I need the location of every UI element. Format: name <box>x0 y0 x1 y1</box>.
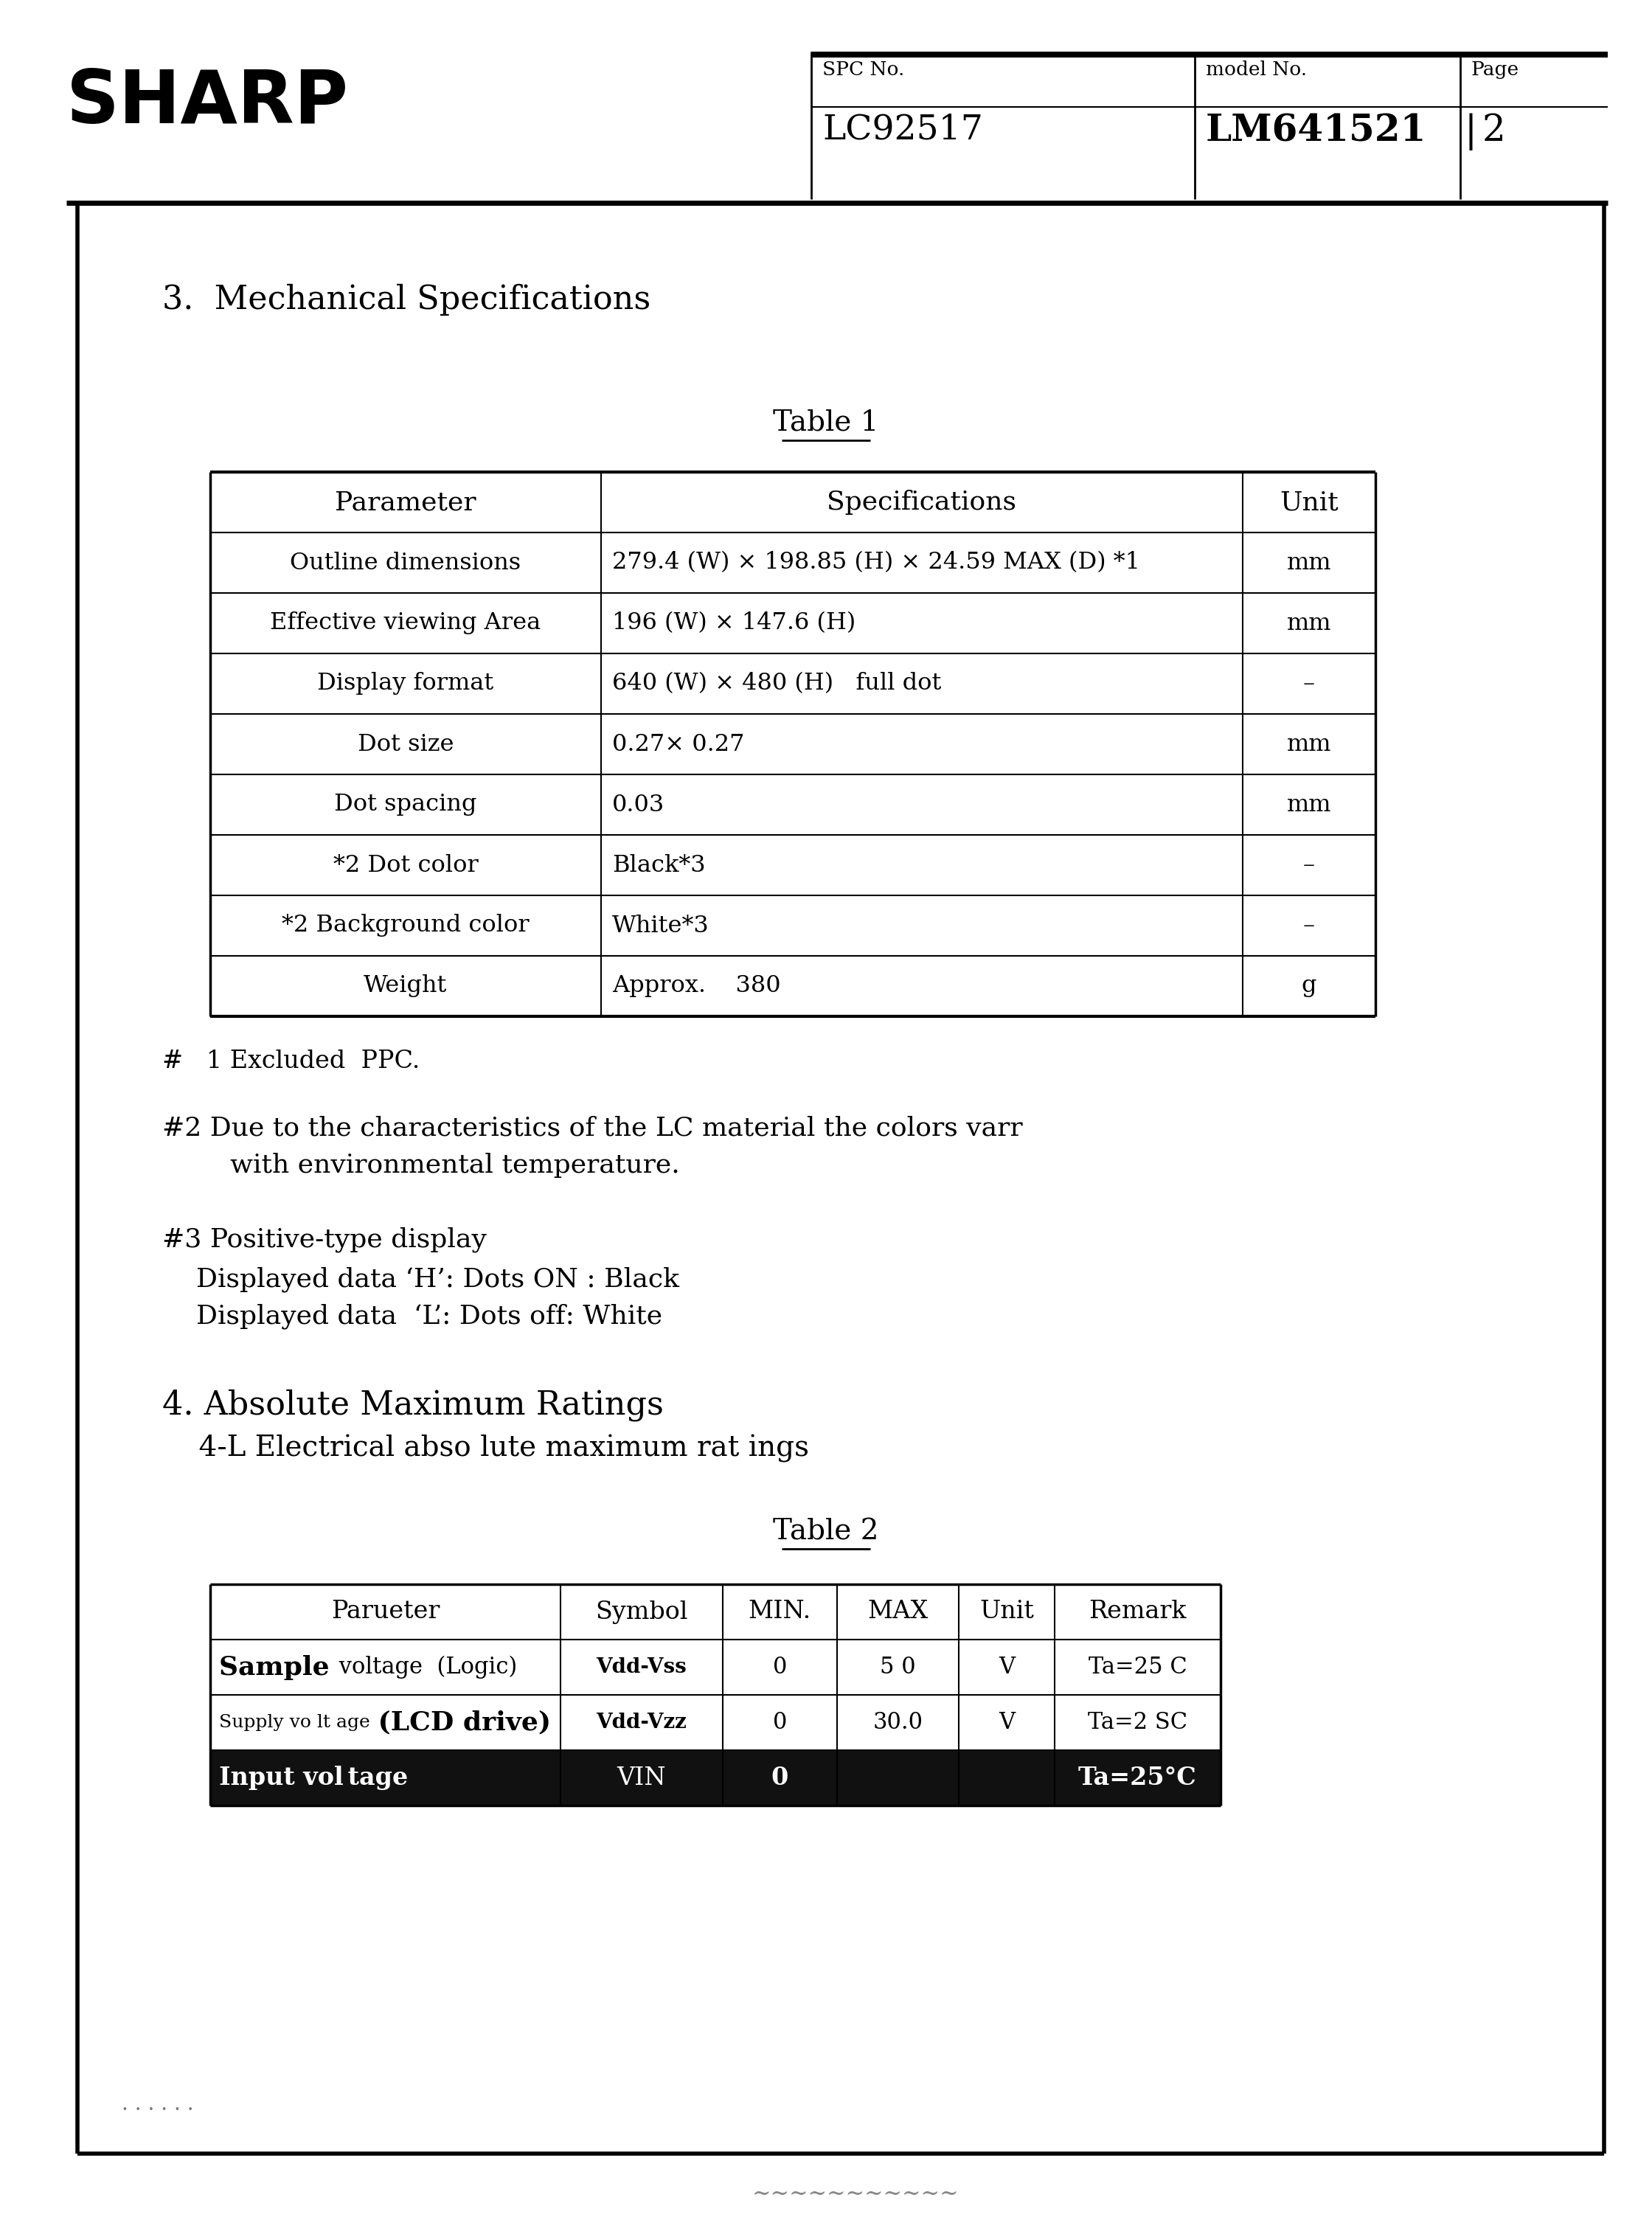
Text: V: V <box>998 1656 1014 1678</box>
Text: 2: 2 <box>1482 113 1505 149</box>
Text: #2 Due to the characteristics of the LC material the colors varr: #2 Due to the characteristics of the LC … <box>162 1117 1023 1141</box>
Text: tage: tage <box>339 1765 408 1789</box>
Text: *2 Dot color: *2 Dot color <box>334 855 477 877</box>
Text: 4-L Electrical abso lute maximum rat ings: 4-L Electrical abso lute maximum rat ing… <box>162 1434 809 1463</box>
Text: Unit: Unit <box>980 1601 1034 1623</box>
Text: Dot spacing: Dot spacing <box>334 793 477 817</box>
Text: Approx.    380: Approx. 380 <box>613 975 781 997</box>
Text: Vdd-Vzz: Vdd-Vzz <box>596 1712 687 1732</box>
Text: 0.03: 0.03 <box>613 793 664 817</box>
Text: Unit: Unit <box>1280 491 1338 515</box>
Text: voltage  (Logic): voltage (Logic) <box>332 1656 517 1678</box>
Text: Displayed data  ‘L’: Dots off: White: Displayed data ‘L’: Dots off: White <box>162 1303 662 1330</box>
Text: Vdd-Vss: Vdd-Vss <box>596 1658 687 1676</box>
Text: LC92517: LC92517 <box>823 113 983 147</box>
Text: ~~~~~~~~~~~: ~~~~~~~~~~~ <box>752 2182 960 2207</box>
Text: 196 (W) × 147.6 (H): 196 (W) × 147.6 (H) <box>613 613 856 635</box>
Text: #   1 Excluded  PPC.: # 1 Excluded PPC. <box>162 1050 420 1072</box>
Text: 5 0: 5 0 <box>881 1656 915 1678</box>
Text: Outline dimensions: Outline dimensions <box>291 551 520 575</box>
Text: . . . . . .: . . . . . . <box>122 2096 193 2113</box>
Text: 279.4 (W) × 198.85 (H) × 24.59 MAX (D) *1: 279.4 (W) × 198.85 (H) × 24.59 MAX (D) *… <box>613 551 1140 575</box>
Text: Page: Page <box>1472 60 1520 80</box>
Text: –: – <box>1303 673 1315 695</box>
Bar <box>211 1752 1219 1805</box>
Text: Parueter: Parueter <box>330 1601 439 1623</box>
Text: Dot size: Dot size <box>357 733 454 755</box>
Text: mm: mm <box>1287 733 1332 755</box>
Text: Display format: Display format <box>317 673 494 695</box>
Text: Specifications: Specifications <box>828 491 1016 515</box>
Text: mm: mm <box>1287 551 1332 575</box>
Text: *2 Background color: *2 Background color <box>282 915 529 937</box>
Text: MAX: MAX <box>867 1601 928 1623</box>
Text: #3 Positive-type display: #3 Positive-type display <box>162 1225 487 1252</box>
Text: V: V <box>998 1712 1014 1734</box>
Text: –: – <box>1303 855 1315 877</box>
Text: 4. Absolute Maximum Ratings: 4. Absolute Maximum Ratings <box>162 1390 664 1421</box>
Text: Effective viewing Area: Effective viewing Area <box>271 613 542 635</box>
Text: 0: 0 <box>773 1712 786 1734</box>
Text: 0: 0 <box>771 1765 788 1789</box>
Text: White*3: White*3 <box>613 915 709 937</box>
Text: mm: mm <box>1287 793 1332 817</box>
Text: Sample: Sample <box>220 1654 339 1681</box>
Text: Weight: Weight <box>363 975 448 997</box>
Text: Displayed data ‘H’: Dots ON : Black: Displayed data ‘H’: Dots ON : Black <box>162 1268 679 1292</box>
Text: 0.27× 0.27: 0.27× 0.27 <box>613 733 745 755</box>
Text: 640 (W) × 480 (H)   full dot: 640 (W) × 480 (H) full dot <box>613 673 942 695</box>
Text: LM641521: LM641521 <box>1206 113 1427 149</box>
Text: with environmental temperature.: with environmental temperature. <box>162 1152 679 1179</box>
Text: mm: mm <box>1287 613 1332 635</box>
Text: SHARP: SHARP <box>66 67 349 140</box>
Text: MIN.: MIN. <box>748 1601 811 1623</box>
Text: model No.: model No. <box>1206 60 1307 80</box>
Text: Supply vo lt age: Supply vo lt age <box>220 1714 370 1732</box>
Text: Symbol: Symbol <box>595 1601 687 1623</box>
Text: SPC No.: SPC No. <box>823 60 904 80</box>
Text: VIN: VIN <box>618 1767 666 1789</box>
Text: 0: 0 <box>773 1656 786 1678</box>
Text: |: | <box>1464 113 1477 151</box>
Text: (LCD drive): (LCD drive) <box>368 1709 552 1736</box>
Text: g: g <box>1302 975 1317 997</box>
Text: 30.0: 30.0 <box>872 1712 923 1734</box>
Text: Table 1: Table 1 <box>773 408 879 437</box>
Text: Black*3: Black*3 <box>613 855 705 877</box>
Text: Ta=25°C: Ta=25°C <box>1079 1765 1196 1789</box>
Text: Ta=2 SC: Ta=2 SC <box>1087 1712 1188 1734</box>
Text: –: – <box>1303 915 1315 937</box>
Text: Ta=25 C: Ta=25 C <box>1089 1656 1186 1678</box>
Text: Input vol: Input vol <box>220 1765 344 1789</box>
Text: Parameter: Parameter <box>335 491 476 515</box>
Text: Remark: Remark <box>1089 1601 1186 1623</box>
Bar <box>811 51 1607 58</box>
Text: Table 2: Table 2 <box>773 1518 879 1545</box>
Text: 3.  Mechanical Specifications: 3. Mechanical Specifications <box>162 284 651 315</box>
